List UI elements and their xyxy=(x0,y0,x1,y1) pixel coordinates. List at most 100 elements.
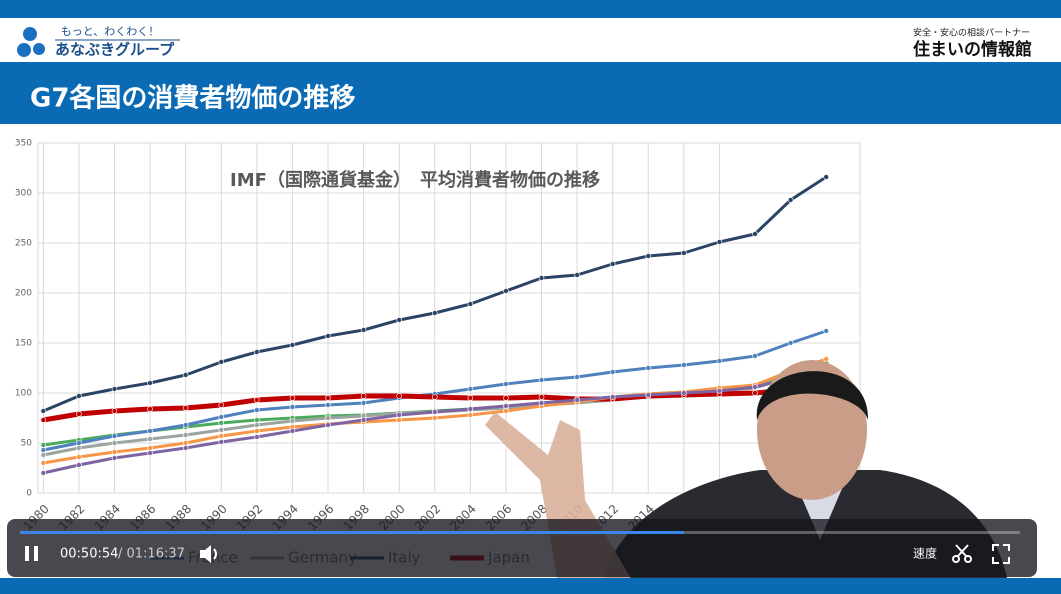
fullscreen-button[interactable] xyxy=(992,544,1010,564)
data-point xyxy=(182,445,189,451)
data-point xyxy=(609,261,616,267)
speed-button[interactable]: 速度 xyxy=(913,546,937,561)
data-point xyxy=(218,359,225,365)
data-point xyxy=(147,436,153,442)
data-point xyxy=(147,406,153,412)
data-point xyxy=(40,460,47,466)
data-point xyxy=(218,414,225,420)
data-point xyxy=(503,408,509,414)
data-point xyxy=(467,412,474,418)
data-point xyxy=(431,415,438,421)
data-point xyxy=(76,440,82,446)
data-point xyxy=(574,374,580,380)
data-point xyxy=(574,397,580,403)
data-point xyxy=(538,377,545,383)
data-point xyxy=(467,395,474,401)
data-point xyxy=(716,388,723,394)
data-point xyxy=(360,327,367,333)
y-tick-label: 250 xyxy=(15,239,32,249)
data-point xyxy=(182,372,189,378)
pause-button[interactable] xyxy=(25,546,38,561)
data-point xyxy=(609,394,616,400)
data-point xyxy=(289,395,296,401)
data-point xyxy=(254,422,260,428)
data-point xyxy=(76,411,82,417)
data-point xyxy=(787,340,794,346)
data-point xyxy=(752,390,758,396)
data-point xyxy=(254,434,260,440)
data-point xyxy=(254,349,260,355)
data-point xyxy=(752,353,758,359)
data-point xyxy=(325,422,331,428)
data-point xyxy=(182,405,189,411)
data-point xyxy=(289,342,296,348)
data-point xyxy=(218,420,225,426)
data-point xyxy=(218,402,225,408)
data-point xyxy=(716,239,723,245)
data-point xyxy=(752,384,758,390)
data-point xyxy=(574,272,580,278)
y-tick-label: 150 xyxy=(15,339,32,349)
data-point xyxy=(325,395,331,401)
data-point xyxy=(111,449,118,455)
volume-button[interactable] xyxy=(200,545,217,563)
data-point xyxy=(147,380,153,386)
partner-tagline: 安全・安心の相談パートナー xyxy=(913,27,1030,39)
data-point xyxy=(289,418,296,424)
y-tick-label: 350 xyxy=(15,139,32,149)
data-point xyxy=(681,390,687,396)
data-point xyxy=(538,275,545,281)
data-point xyxy=(467,406,474,412)
data-point xyxy=(325,415,331,421)
player-controls: 00:50:54 / 01:16:37 速度 xyxy=(7,519,1037,577)
data-point xyxy=(716,358,723,364)
data-point xyxy=(538,394,545,400)
data-point xyxy=(787,197,794,203)
data-point xyxy=(76,393,82,399)
data-point xyxy=(254,428,260,434)
data-point xyxy=(218,433,225,439)
data-point xyxy=(111,433,118,439)
data-point xyxy=(431,409,438,415)
data-point xyxy=(467,386,474,392)
data-point xyxy=(681,362,687,368)
duration: / 01:16:37 xyxy=(118,547,185,562)
tagline: もっと、わくわく！ xyxy=(61,25,160,38)
data-point xyxy=(503,403,509,409)
brand-logo xyxy=(17,27,45,57)
data-point xyxy=(503,395,509,401)
data-point xyxy=(538,400,545,406)
data-point xyxy=(254,417,260,423)
data-point xyxy=(325,333,331,339)
data-point xyxy=(431,310,438,316)
data-point xyxy=(360,393,367,399)
bottom-bar xyxy=(0,578,1061,594)
data-point xyxy=(289,404,296,410)
data-point xyxy=(325,402,331,408)
data-point xyxy=(76,445,82,451)
data-point xyxy=(396,393,402,399)
data-point xyxy=(823,328,829,334)
data-point xyxy=(182,422,189,428)
data-point xyxy=(111,440,118,446)
data-point xyxy=(218,439,225,445)
y-tick-label: 50 xyxy=(21,439,33,449)
data-point xyxy=(609,369,616,375)
data-point xyxy=(396,417,402,423)
y-tick-label: 300 xyxy=(15,189,32,199)
top-bar xyxy=(0,0,1061,18)
data-point xyxy=(147,450,153,456)
data-point xyxy=(823,174,829,180)
data-point xyxy=(503,381,509,387)
data-point xyxy=(40,452,47,458)
slide-title: G7各国の消費者物価の推移 xyxy=(30,83,355,114)
data-point xyxy=(40,408,47,414)
data-point xyxy=(396,412,402,418)
data-point xyxy=(111,386,118,392)
plot-frame xyxy=(37,142,861,494)
clip-button[interactable] xyxy=(952,544,972,563)
data-point xyxy=(681,250,687,256)
data-point xyxy=(289,428,296,434)
data-point xyxy=(111,408,118,414)
